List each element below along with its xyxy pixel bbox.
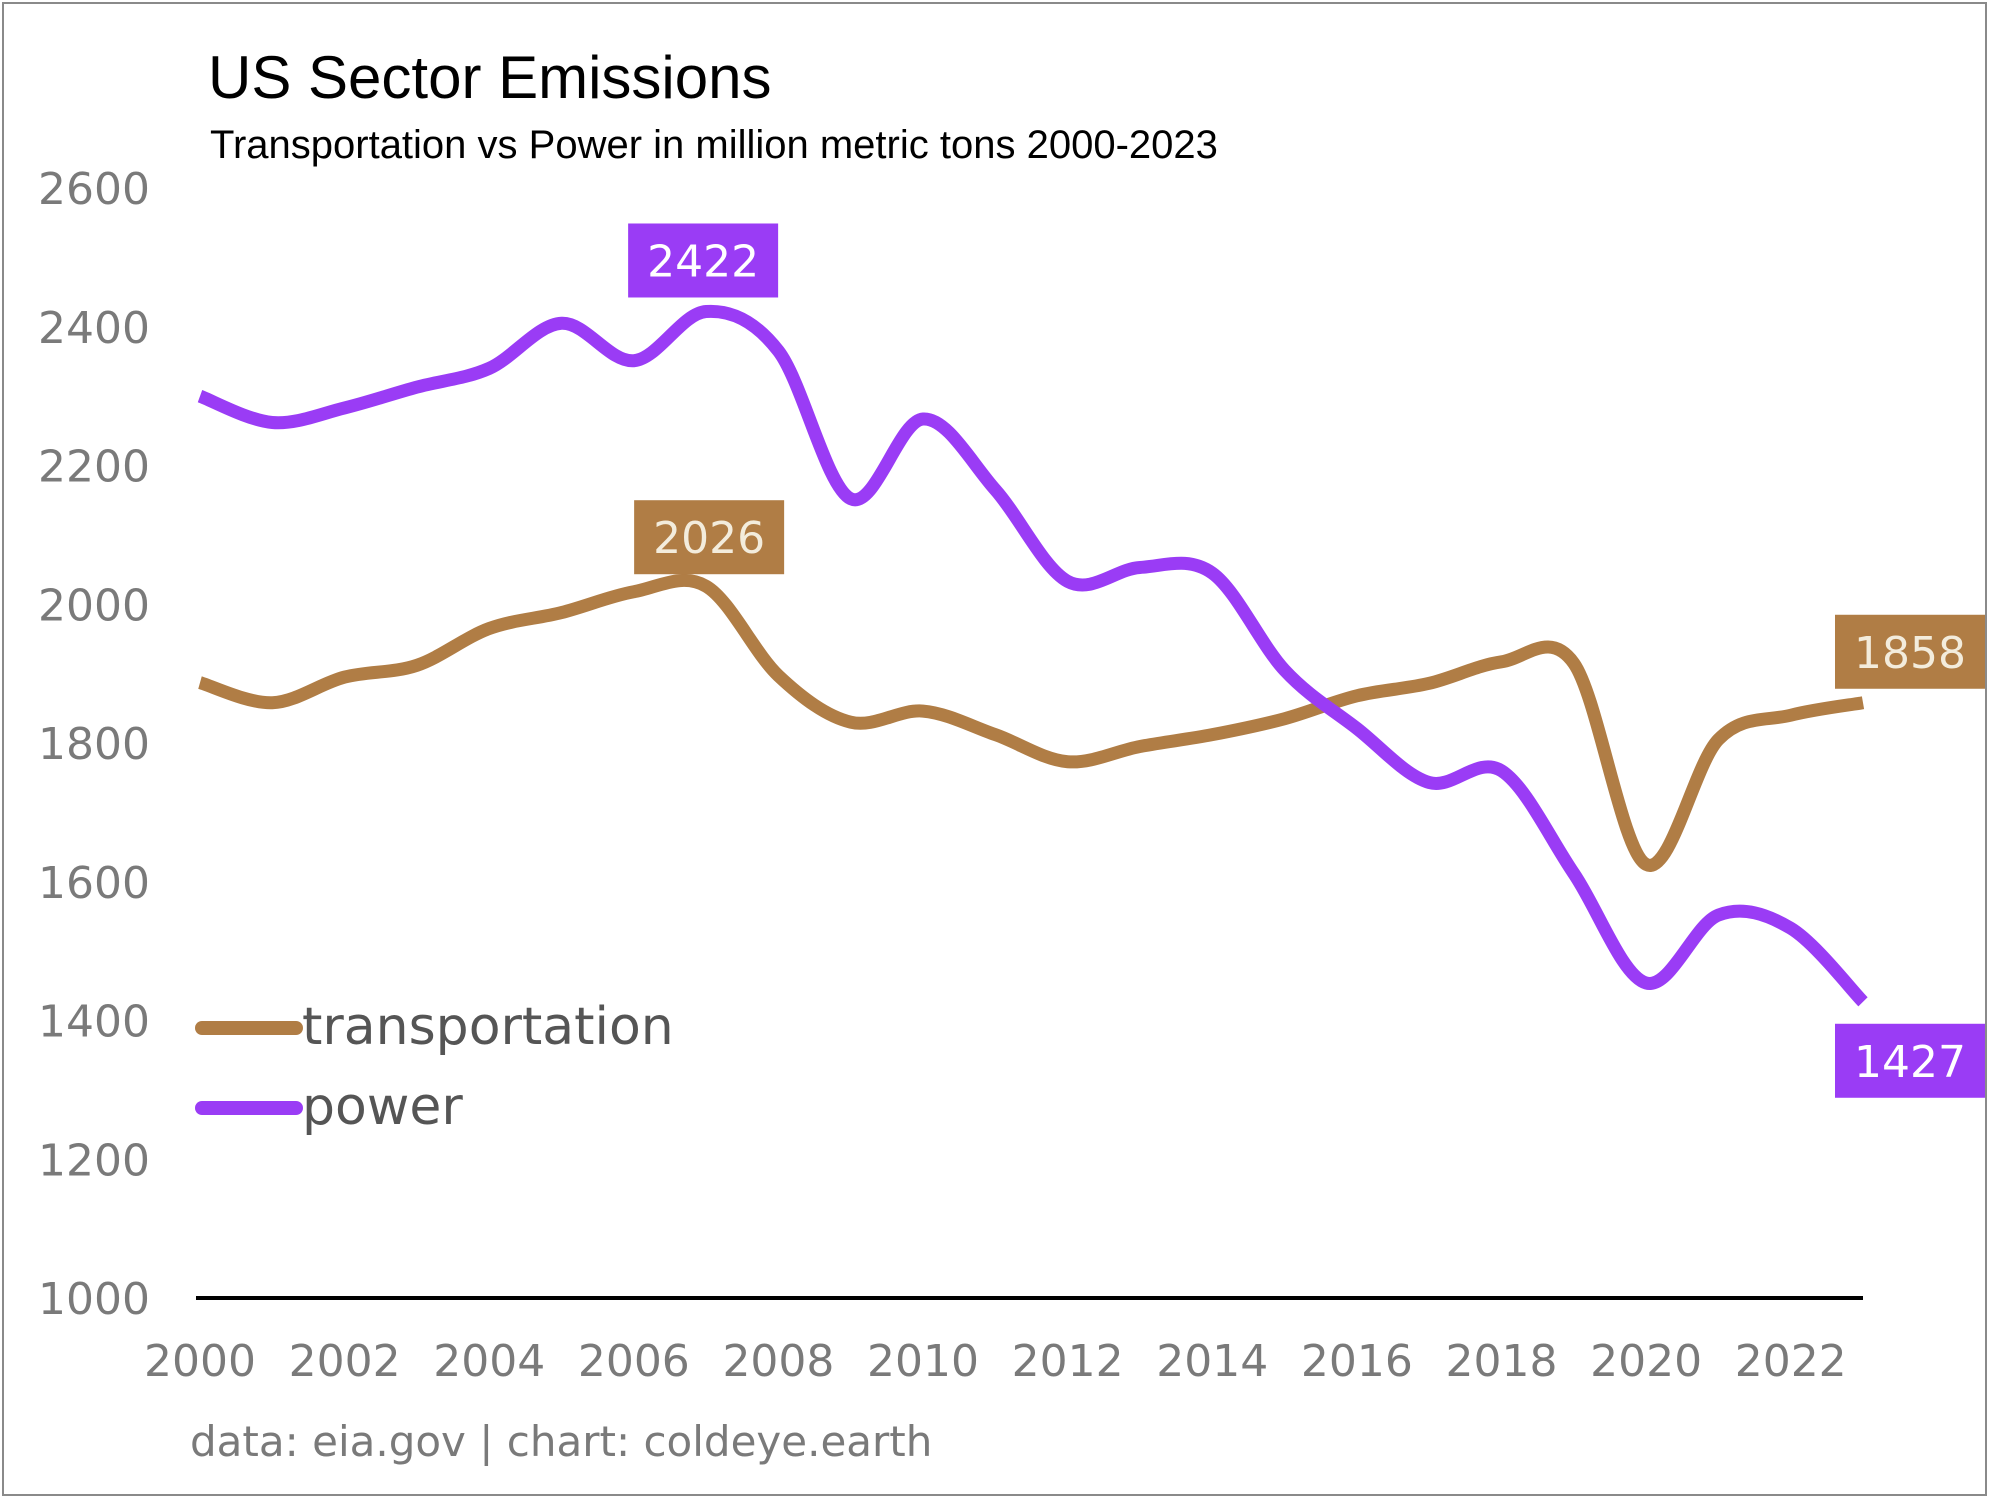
y-tick-label-2200: 2200 <box>38 442 150 493</box>
data-label-text: 1427 <box>1854 1037 1966 1088</box>
data-label-text: 1858 <box>1854 628 1966 679</box>
y-tick-label-1000: 1000 <box>38 1274 150 1325</box>
legend: transportation power <box>195 997 674 1137</box>
x-tick-label-2022: 2022 <box>1735 1336 1847 1387</box>
x-tick-label-2000: 2000 <box>144 1336 256 1387</box>
data-label-power-2007: 2422 <box>628 223 779 298</box>
x-tick-label-2002: 2002 <box>289 1336 401 1387</box>
x-axis-tick-labels: 2000 2002 2004 2006 2008 2010 2012 2014 2016 2018… <box>144 1336 1847 1387</box>
y-tick-label-1400: 1400 <box>38 997 150 1048</box>
y-tick-label-2400: 2400 <box>38 303 150 354</box>
data-label-box <box>1835 614 1985 689</box>
x-tick-label-2004: 2004 <box>433 1336 545 1387</box>
series-line-power <box>197 304 1868 1007</box>
data-label-box <box>628 223 779 298</box>
x-tick-label-2014: 2014 <box>1156 1336 1268 1387</box>
legend-label-power: power <box>302 1077 463 1137</box>
y-tick-label-1600: 1600 <box>38 858 150 909</box>
y-axis-tick-labels: 1000 1200 1400 1600 1800 2000 2200 2400 2600 <box>38 164 150 1325</box>
data-label-transportation-2007: 2026 <box>634 500 785 575</box>
series-line-transportation <box>197 573 1865 872</box>
x-tick-label-2018: 2018 <box>1445 1336 1557 1387</box>
data-label-box <box>1835 1023 1985 1098</box>
data-label-box <box>634 500 785 575</box>
x-tick-label-2010: 2010 <box>867 1336 979 1387</box>
y-tick-label-2600: 2600 <box>38 164 150 215</box>
data-label-text: 2422 <box>647 236 759 287</box>
x-tick-label-2012: 2012 <box>1012 1336 1124 1387</box>
source-note: data: eia.gov | chart: coldeye.earth <box>190 1417 932 1466</box>
legend-label-transportation: transportation <box>302 997 674 1057</box>
data-labels: 2422 2026 1858 1427 <box>628 223 1985 1098</box>
x-tick-label-2006: 2006 <box>578 1336 690 1387</box>
x-tick-label-2020: 2020 <box>1590 1336 1702 1387</box>
y-tick-label-2000: 2000 <box>38 580 150 631</box>
x-tick-label-2016: 2016 <box>1301 1336 1413 1387</box>
data-label-text: 2026 <box>653 513 765 564</box>
series-lines <box>197 304 1868 1007</box>
chart-subtitle: Transportation vs Power in million metri… <box>210 123 1218 167</box>
chart-title: US Sector Emissions <box>208 44 772 111</box>
y-tick-label-1200: 1200 <box>38 1135 150 1186</box>
x-tick-label-2008: 2008 <box>722 1336 834 1387</box>
y-tick-label-1800: 1800 <box>38 719 150 770</box>
data-label-transportation-2023: 1858 <box>1835 614 1985 689</box>
data-label-power-2023: 1427 <box>1835 1023 1985 1098</box>
